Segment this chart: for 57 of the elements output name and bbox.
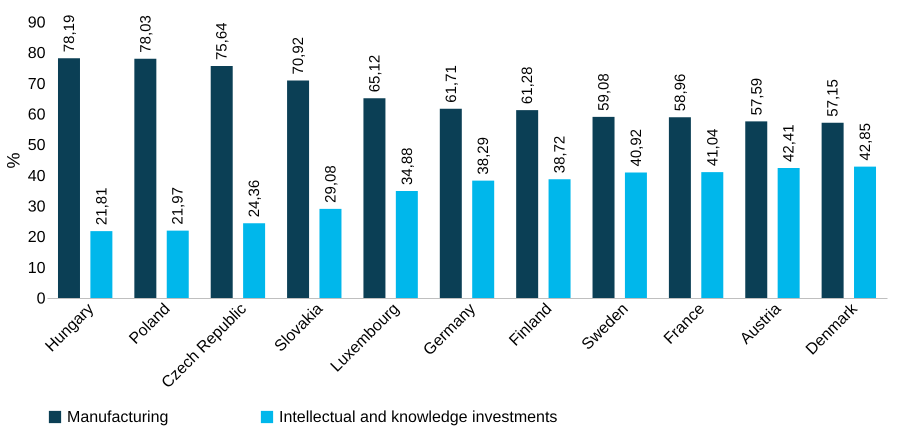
bar xyxy=(592,116,615,298)
bar xyxy=(166,230,189,298)
y-tick-label: 0 xyxy=(36,290,46,308)
data-label: 34,88 xyxy=(398,147,416,186)
y-tick-label: 10 xyxy=(28,260,46,277)
data-label: 75,64 xyxy=(214,22,231,60)
data-label: 21,97 xyxy=(170,187,187,225)
bar xyxy=(210,66,233,298)
bar xyxy=(778,168,800,298)
data-label: 57,15 xyxy=(824,79,842,117)
data-label: 38,72 xyxy=(552,136,569,174)
bar xyxy=(548,179,571,298)
bar xyxy=(745,121,768,298)
bar xyxy=(822,122,844,298)
bar xyxy=(243,223,266,298)
bar xyxy=(516,110,538,298)
data-label: 78,03 xyxy=(137,15,154,53)
y-tick-label: 80 xyxy=(28,45,46,62)
bar xyxy=(319,208,342,298)
data-label: 78,19 xyxy=(60,14,78,52)
y-tick-label: 70 xyxy=(28,76,46,93)
y-tick-label: 90 xyxy=(28,14,46,32)
data-label: 58,96 xyxy=(672,74,689,112)
y-axis-title: % xyxy=(4,152,24,169)
y-tick-label: 20 xyxy=(28,229,46,246)
y-tick-label: 50 xyxy=(28,137,46,154)
y-tick-label: 30 xyxy=(28,198,46,216)
legend-label: Intellectual and knowledge investments xyxy=(279,409,558,426)
bar xyxy=(134,58,156,298)
bar xyxy=(363,98,386,298)
data-label: 24,36 xyxy=(246,180,264,218)
data-label: 57,59 xyxy=(748,78,766,116)
data-label: 41,04 xyxy=(704,128,722,166)
bar xyxy=(287,80,310,298)
data-label: 38,29 xyxy=(475,137,492,175)
bar xyxy=(668,117,691,298)
bar xyxy=(854,166,876,298)
data-label: 59,08 xyxy=(596,73,613,111)
bar xyxy=(58,58,80,298)
data-label: 65,12 xyxy=(366,54,384,92)
legend-label: Manufacturing xyxy=(67,409,168,426)
data-label: 42,41 xyxy=(780,124,798,162)
bar xyxy=(396,191,418,298)
data-label: 42,85 xyxy=(857,123,874,161)
data-label: 21,81 xyxy=(93,188,110,226)
data-label: 61,71 xyxy=(442,65,460,103)
y-tick-label: 60 xyxy=(28,106,46,124)
data-label: 29,08 xyxy=(322,165,340,203)
data-label: 40,92 xyxy=(628,128,645,167)
bar xyxy=(90,231,112,298)
bar xyxy=(624,172,647,298)
data-label: 61,28 xyxy=(519,66,536,104)
bar xyxy=(472,180,494,298)
y-tick-label: 40 xyxy=(28,168,46,185)
bar xyxy=(701,172,724,298)
bar xyxy=(440,108,462,298)
data-label: 70,92 xyxy=(290,36,308,75)
